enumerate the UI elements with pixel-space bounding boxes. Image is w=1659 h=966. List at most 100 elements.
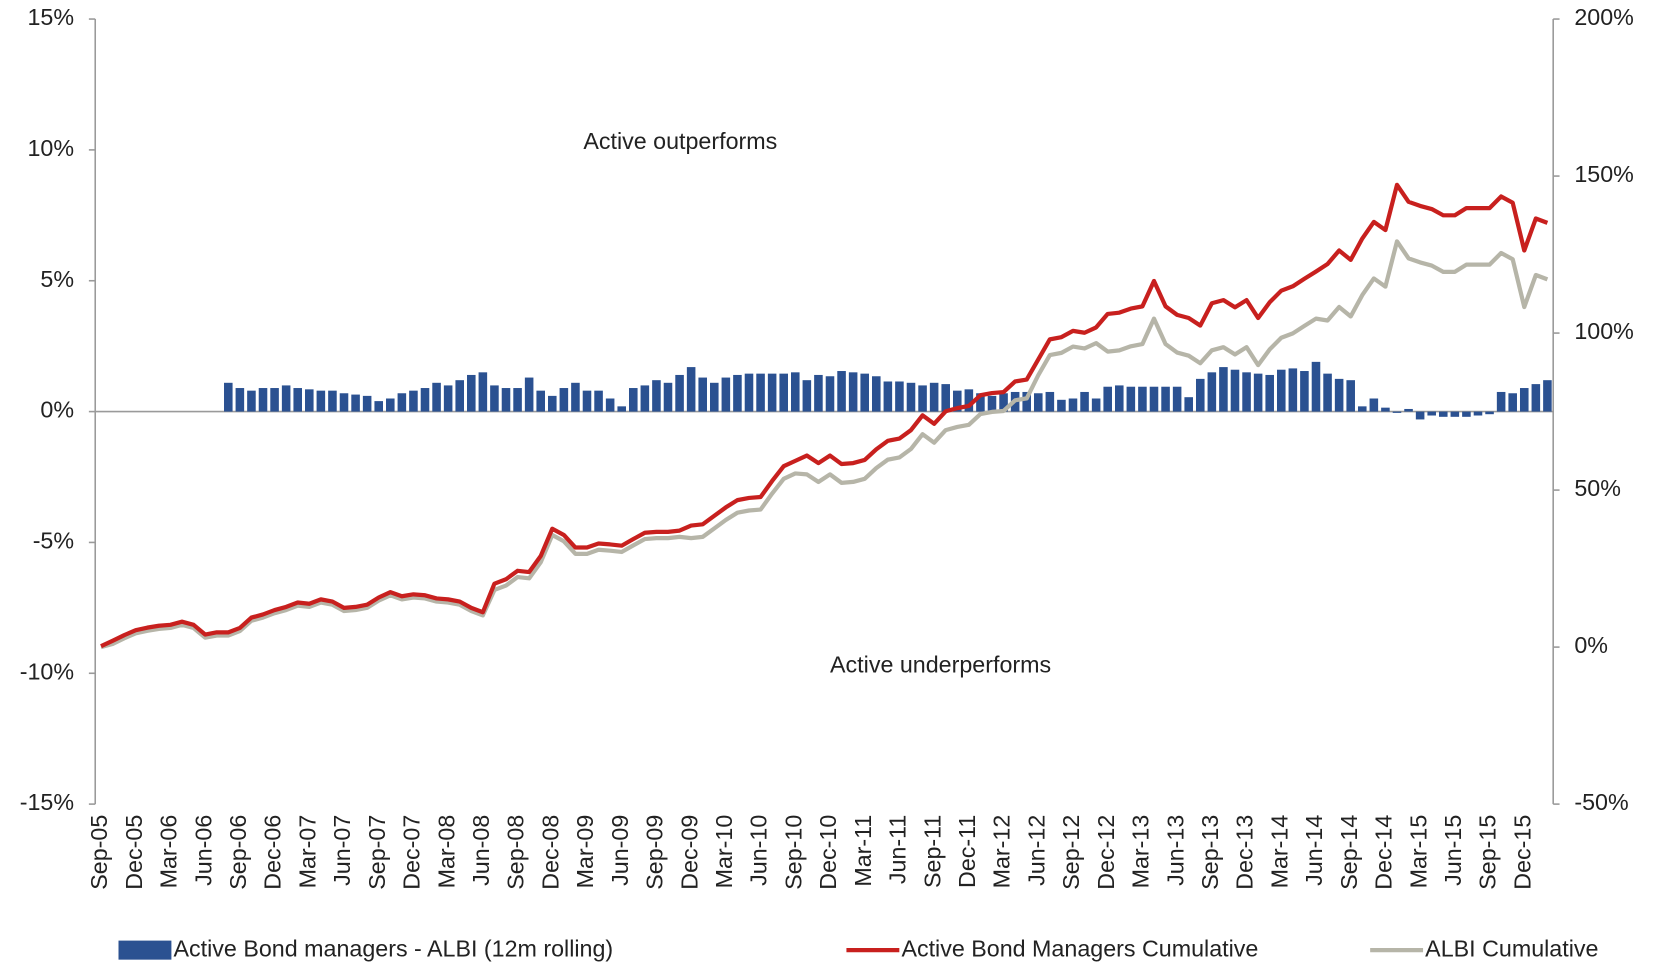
bar [281, 385, 291, 412]
bar [1022, 391, 1031, 412]
x-tick-label: Sep-12 [1058, 815, 1084, 890]
bar [1184, 397, 1193, 412]
bar [1450, 411, 1460, 417]
x-tick-label: Dec-13 [1232, 815, 1258, 890]
bar [744, 373, 754, 412]
x-tick-label: Mar-13 [1128, 815, 1154, 889]
x-tick-label: Jun-06 [190, 815, 216, 886]
bar [1265, 374, 1274, 412]
bar [1369, 398, 1379, 412]
bar [467, 374, 476, 412]
x-tick-label: Sep-07 [364, 815, 390, 890]
x-tick-label: Jun-13 [1162, 815, 1188, 886]
bar [814, 374, 823, 412]
bar [1230, 369, 1240, 412]
x-tick-label: Jun-10 [746, 815, 772, 886]
y2-tick-label: 200% [1574, 4, 1634, 30]
legend-swatch [118, 940, 172, 960]
bar [443, 385, 453, 412]
x-tick-label: Dec-05 [121, 815, 147, 890]
bar [1427, 411, 1436, 416]
bar [1091, 398, 1101, 412]
bar [837, 371, 846, 412]
bar [513, 388, 522, 412]
bar [825, 376, 835, 412]
bar [1323, 373, 1332, 412]
bar [883, 381, 893, 412]
annotation: Active underperforms [830, 652, 1051, 678]
bar [582, 390, 592, 412]
bar [1219, 367, 1228, 412]
y2-tick-label: -50% [1574, 789, 1628, 815]
y-tick-label: 0% [40, 397, 74, 423]
x-tick-label: Mar-06 [156, 815, 182, 889]
x-tick-label: Sep-13 [1197, 815, 1223, 890]
bar [767, 373, 777, 412]
x-tick-label: Dec-08 [537, 815, 563, 890]
bar [258, 388, 268, 412]
bar [663, 382, 673, 412]
bar [1485, 411, 1494, 415]
x-tick-label: Dec-09 [676, 815, 702, 890]
bar [617, 406, 626, 412]
x-tick-label: Mar-14 [1266, 815, 1292, 889]
bar [224, 382, 233, 412]
x-tick-label: Dec-12 [1093, 815, 1119, 890]
bar [362, 395, 372, 412]
x-tick-label: Dec-14 [1371, 815, 1397, 890]
bar [339, 393, 349, 412]
bar [1126, 386, 1136, 412]
bar [1033, 393, 1043, 412]
y-tick-label: -10% [20, 658, 74, 684]
x-tick-label: Dec-10 [815, 815, 841, 890]
bar [386, 398, 395, 412]
bar [721, 377, 731, 412]
annotation: Active outperforms [583, 128, 777, 154]
bar [675, 374, 684, 412]
y2-tick-label: 100% [1574, 318, 1634, 344]
bar [1519, 388, 1529, 412]
legend-label: ALBI Cumulative [1425, 935, 1598, 961]
bar [698, 377, 707, 412]
bar [1103, 386, 1112, 412]
bar [860, 373, 869, 412]
bar [848, 372, 858, 412]
bar [1415, 411, 1425, 420]
x-tick-label: Mar-10 [711, 815, 737, 889]
bar [999, 393, 1008, 412]
legend-label: Active Bond managers - ALBI (12m rolling… [174, 935, 614, 961]
x-tick-label: Sep-06 [225, 815, 251, 890]
bar [1253, 373, 1263, 412]
bar [247, 390, 256, 412]
x-tick-label: Sep-10 [780, 815, 806, 890]
bar [1438, 411, 1448, 417]
bar [1276, 369, 1286, 412]
x-tick-label: Mar-08 [433, 815, 459, 889]
bar [1138, 386, 1147, 412]
bar [733, 374, 742, 412]
x-tick-label: Jun-08 [468, 815, 494, 886]
bar [328, 390, 337, 412]
bar [871, 376, 881, 412]
bar [501, 388, 511, 412]
bar [1496, 391, 1506, 412]
x-tick-label: Dec-06 [260, 815, 286, 890]
bar [1068, 398, 1078, 412]
bar [802, 380, 812, 412]
bar [1404, 408, 1413, 412]
bar [1508, 393, 1517, 412]
y-tick-label: -5% [33, 528, 74, 554]
bar [941, 384, 950, 412]
bar [1207, 372, 1217, 412]
x-tick-label: Jun-07 [329, 815, 355, 886]
bar [490, 385, 499, 412]
bar [293, 388, 303, 412]
bar [1346, 380, 1355, 412]
bar [605, 398, 615, 412]
x-tick-label: Jun-11 [885, 815, 911, 884]
legend-label: Active Bond Managers Cumulative [901, 935, 1258, 961]
x-tick-label: Mar-07 [294, 815, 320, 889]
bar [756, 373, 765, 412]
bar [432, 382, 441, 412]
x-tick-label: Dec-11 [954, 815, 980, 888]
